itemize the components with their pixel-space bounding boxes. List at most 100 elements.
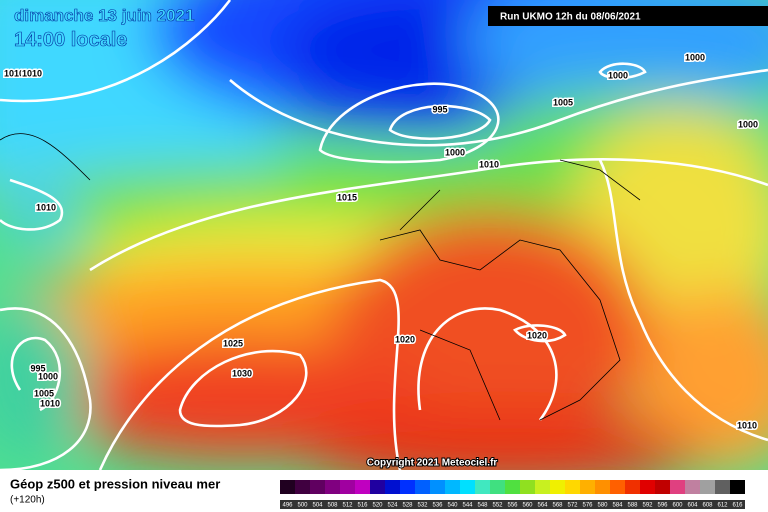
scale-label-bg bbox=[355, 500, 370, 509]
scale-swatch bbox=[415, 480, 430, 494]
isobar-label: 1000 bbox=[608, 70, 628, 80]
scale-label-bg bbox=[625, 500, 640, 509]
isobar-label: 995 bbox=[30, 363, 45, 373]
scale-label-bg bbox=[385, 500, 400, 509]
scale-swatch bbox=[310, 480, 325, 494]
isobar-label: 1020 bbox=[527, 330, 547, 340]
legend-subtitle: (+120h) bbox=[10, 495, 45, 506]
scale-label-bg bbox=[730, 500, 745, 509]
scale-label-bg bbox=[445, 500, 460, 509]
scale-label: 596 bbox=[657, 503, 668, 509]
copyright: Copyright 2021 Meteociel.fr bbox=[367, 458, 498, 469]
scale-label: 612 bbox=[717, 503, 728, 509]
scale-label: 600 bbox=[672, 503, 683, 509]
isobar-label: 1010 bbox=[737, 420, 757, 430]
isobar-label: 1005 bbox=[553, 97, 573, 107]
scale-swatch bbox=[610, 480, 625, 494]
scale-label: 516 bbox=[357, 503, 368, 509]
legend-title: Géop z500 et pression niveau mer bbox=[10, 476, 220, 491]
isobar-label: 1005 bbox=[34, 388, 54, 398]
scale-label-bg bbox=[670, 500, 685, 509]
scale-label: 552 bbox=[492, 503, 503, 509]
time-line: 14:00 locale bbox=[14, 29, 127, 51]
scale-label: 604 bbox=[687, 503, 698, 509]
scale-label-bg bbox=[400, 500, 415, 509]
scale-swatch bbox=[580, 480, 595, 494]
isobar-label: 1000 bbox=[38, 371, 58, 381]
scale-label-bg bbox=[685, 500, 700, 509]
isobar-label: 1025 bbox=[223, 338, 243, 348]
scale-swatch bbox=[280, 480, 295, 494]
scale-label: 512 bbox=[342, 503, 353, 509]
scale-swatch bbox=[400, 480, 415, 494]
scale-swatch bbox=[325, 480, 340, 494]
scale-swatch bbox=[460, 480, 475, 494]
scale-label-bg bbox=[505, 500, 520, 509]
scale-swatch bbox=[715, 480, 730, 494]
scale-label-bg bbox=[490, 500, 505, 509]
isobar-label: 995 bbox=[432, 104, 447, 114]
scale-label: 616 bbox=[732, 503, 743, 509]
scale-label-bg bbox=[415, 500, 430, 509]
scale-label-bg bbox=[715, 500, 730, 509]
scale-label: 500 bbox=[297, 503, 308, 509]
scale-label: 544 bbox=[462, 503, 473, 509]
scale-label: 584 bbox=[612, 503, 623, 509]
isobar-labels: 1010 1010 995 1000 1000 1005 1000 1000 1… bbox=[2, 51, 759, 432]
scale-swatch bbox=[430, 480, 445, 494]
isobar-label: 1010 bbox=[479, 159, 499, 169]
scale-label-bg bbox=[475, 500, 490, 509]
scale-swatch bbox=[370, 480, 385, 494]
scale-label: 532 bbox=[417, 503, 428, 509]
scale-swatch bbox=[505, 480, 520, 494]
scale-swatch bbox=[640, 480, 655, 494]
scale-swatch bbox=[685, 480, 700, 494]
scale-label: 540 bbox=[447, 503, 458, 509]
isobar-label: 1010 bbox=[22, 68, 42, 78]
scale-label: 588 bbox=[627, 503, 638, 509]
scale-swatch bbox=[730, 480, 745, 494]
scale-swatch bbox=[475, 480, 490, 494]
scale-label: 496 bbox=[282, 503, 293, 509]
scale-label: 528 bbox=[402, 503, 413, 509]
isobar-label: 1015 bbox=[337, 192, 357, 202]
scale-swatch bbox=[340, 480, 355, 494]
scale-label: 608 bbox=[702, 503, 713, 509]
scale-swatch bbox=[355, 480, 370, 494]
scale-label: 572 bbox=[567, 503, 578, 509]
isobar-label: 1020 bbox=[395, 334, 415, 344]
scale-swatch bbox=[550, 480, 565, 494]
scale-swatch bbox=[520, 480, 535, 494]
run-box bbox=[488, 6, 768, 26]
scale-label: 556 bbox=[507, 503, 518, 509]
scale-label: 560 bbox=[522, 503, 533, 509]
scale-label: 548 bbox=[477, 503, 488, 509]
scale-label-bg bbox=[430, 500, 445, 509]
scale-label-bg bbox=[610, 500, 625, 509]
isobar-label: 1000 bbox=[685, 52, 705, 62]
isobar-label: 1010 bbox=[4, 68, 24, 78]
isobar-label: 1000 bbox=[738, 119, 758, 129]
scale-label-bg bbox=[295, 500, 310, 509]
scale-label-bg bbox=[310, 500, 325, 509]
scale-label-bg bbox=[580, 500, 595, 509]
isobar-label: 1000 bbox=[445, 147, 465, 157]
scale-label-bg bbox=[700, 500, 715, 509]
scale-label: 576 bbox=[582, 503, 593, 509]
scale-label: 504 bbox=[312, 503, 323, 509]
scale-label-bg bbox=[535, 500, 550, 509]
scale-swatch bbox=[595, 480, 610, 494]
date-line: dimanche 13 juin 2021 bbox=[14, 6, 194, 25]
scale-label-bg bbox=[565, 500, 580, 509]
scale-label: 536 bbox=[432, 503, 443, 509]
scale-label-bg bbox=[655, 500, 670, 509]
scale-label: 568 bbox=[552, 503, 563, 509]
scale-swatch bbox=[565, 480, 580, 494]
scale-swatch bbox=[670, 480, 685, 494]
scale-label-bg bbox=[460, 500, 475, 509]
map-field bbox=[0, 0, 768, 470]
scale-label-bg bbox=[520, 500, 535, 509]
isobar-label: 1010 bbox=[36, 202, 56, 212]
scale-swatch bbox=[655, 480, 670, 494]
scale-swatch bbox=[625, 480, 640, 494]
